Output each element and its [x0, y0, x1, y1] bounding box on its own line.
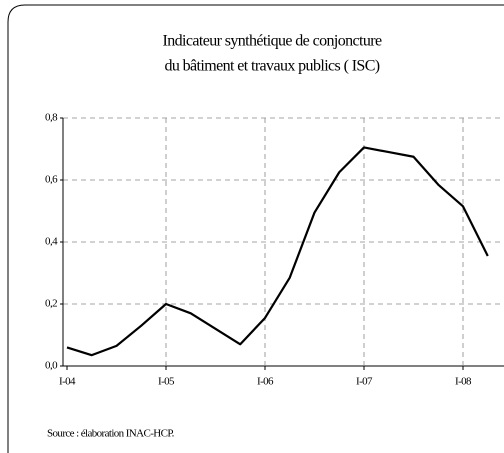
x-tick-label: I-08 [455, 376, 472, 388]
y-tick-label: 0,6 [45, 174, 58, 186]
source-note: Source : élaboration INAC-HCP. [47, 428, 175, 440]
x-tick-label: I-07 [356, 376, 373, 388]
x-tick-label: I-04 [59, 376, 76, 388]
data-line [66, 146, 489, 357]
y-tick-label: 0,8 [45, 112, 58, 124]
chart-title: du bâtiment et travaux publics ( ISC) [164, 58, 379, 75]
frame [7, 4, 504, 453]
y-tick-label: 0,4 [45, 236, 58, 248]
chart-title: Indicateur synthétique de conjoncture [162, 33, 382, 50]
y-tick-label: 0,2 [45, 298, 57, 310]
x-tick-label: I-05 [158, 376, 175, 388]
y-tick-label: 0,0 [45, 360, 58, 372]
x-tick-label: I-06 [257, 376, 274, 388]
